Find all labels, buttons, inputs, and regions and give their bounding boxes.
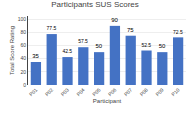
svg-text:52.5: 52.5 xyxy=(141,42,151,48)
svg-text:100: 100 xyxy=(18,16,27,22)
svg-text:20: 20 xyxy=(20,69,26,75)
svg-text:Participant: Participant xyxy=(93,98,122,104)
svg-text:50: 50 xyxy=(159,43,166,49)
svg-text:77.5: 77.5 xyxy=(47,25,57,31)
svg-text:57.5: 57.5 xyxy=(78,38,88,44)
svg-text:42.5: 42.5 xyxy=(62,48,72,54)
svg-text:P03: P03 xyxy=(59,87,70,98)
svg-text:P01: P01 xyxy=(28,87,39,98)
svg-text:P10: P10 xyxy=(170,87,181,98)
svg-text:P05: P05 xyxy=(91,87,102,98)
svg-text:35: 35 xyxy=(32,53,39,59)
svg-text:50: 50 xyxy=(95,43,102,49)
svg-text:0: 0 xyxy=(23,82,26,88)
svg-text:P09: P09 xyxy=(154,87,165,98)
svg-text:P04: P04 xyxy=(75,87,86,98)
svg-text:Participants SUS Scores: Participants SUS Scores xyxy=(51,0,139,9)
svg-text:Total Score Rating: Total Score Rating xyxy=(9,26,15,75)
svg-text:P06: P06 xyxy=(107,87,118,98)
svg-text:75: 75 xyxy=(127,27,134,33)
svg-text:60: 60 xyxy=(20,42,26,48)
svg-text:P08: P08 xyxy=(138,87,149,98)
svg-text:72.5: 72.5 xyxy=(173,29,183,35)
svg-text:P02: P02 xyxy=(44,87,55,98)
svg-text:80: 80 xyxy=(20,29,26,35)
svg-text:90: 90 xyxy=(111,17,118,23)
svg-text:P07: P07 xyxy=(123,87,134,98)
svg-text:40: 40 xyxy=(20,55,26,61)
